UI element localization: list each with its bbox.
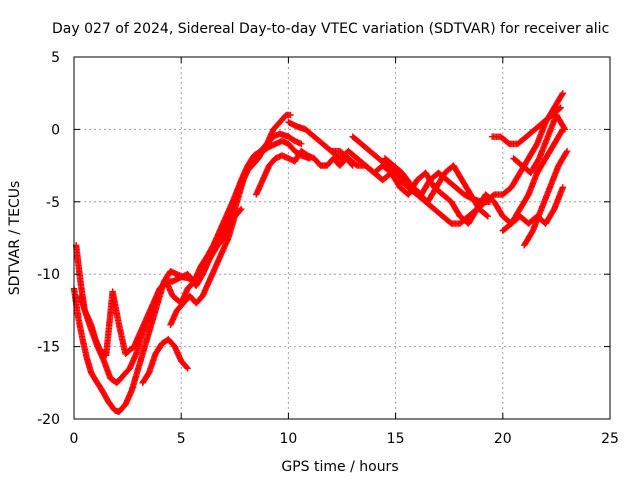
x-tick-label: 5 [177, 431, 186, 447]
data-series-3 [139, 336, 191, 386]
data-point [561, 126, 569, 133]
data-point [563, 149, 570, 156]
data-point [558, 91, 566, 98]
x-axis-title: GPS time / hours [281, 459, 398, 475]
data-point [184, 365, 191, 372]
plot-frame [73, 56, 611, 420]
data-point [298, 140, 305, 148]
data-point [238, 205, 245, 213]
x-tick-label: 0 [70, 431, 79, 447]
data-point [561, 124, 568, 132]
data-point [484, 213, 491, 220]
data-point [287, 111, 294, 119]
data-series-2 [77, 137, 314, 359]
data-series-10 [488, 104, 564, 148]
chart-title: Day 027 of 2024, Sidereal Day-to-day VTE… [52, 21, 609, 37]
data-point [559, 90, 567, 97]
data-point [563, 147, 571, 155]
y-tick-label: -20 [37, 412, 60, 428]
data-series-7 [328, 126, 567, 227]
x-tick-label: 15 [387, 431, 405, 447]
x-tick-label: 10 [279, 431, 297, 447]
data-series-9 [381, 155, 491, 220]
data-series-13 [521, 147, 571, 249]
x-tick-label: 20 [494, 431, 512, 447]
data-point [557, 104, 564, 111]
data-point [486, 198, 494, 205]
y-tick-label: 0 [51, 122, 60, 138]
data-point [556, 105, 563, 112]
data-point [483, 212, 490, 219]
data-series-11 [499, 184, 567, 234]
y-tick-label: -5 [46, 195, 60, 211]
data-point [237, 206, 244, 214]
y-axis-title: SDTVAR / TECUs [7, 181, 23, 296]
data-point [183, 364, 190, 371]
y-tick-label: -10 [37, 267, 60, 283]
data-series-0 [70, 111, 294, 415]
x-tick-label: 25 [601, 431, 619, 447]
data-series-12 [510, 111, 569, 177]
axis-ticks: 0 5 10 15 20 25 5 0 -5 -10 -15 -20 [37, 50, 619, 447]
y-tick-label: -15 [37, 340, 60, 356]
data-series-4 [167, 205, 245, 329]
data-point [559, 184, 567, 191]
data-marks [70, 90, 571, 415]
y-tick-label: 5 [51, 50, 60, 66]
